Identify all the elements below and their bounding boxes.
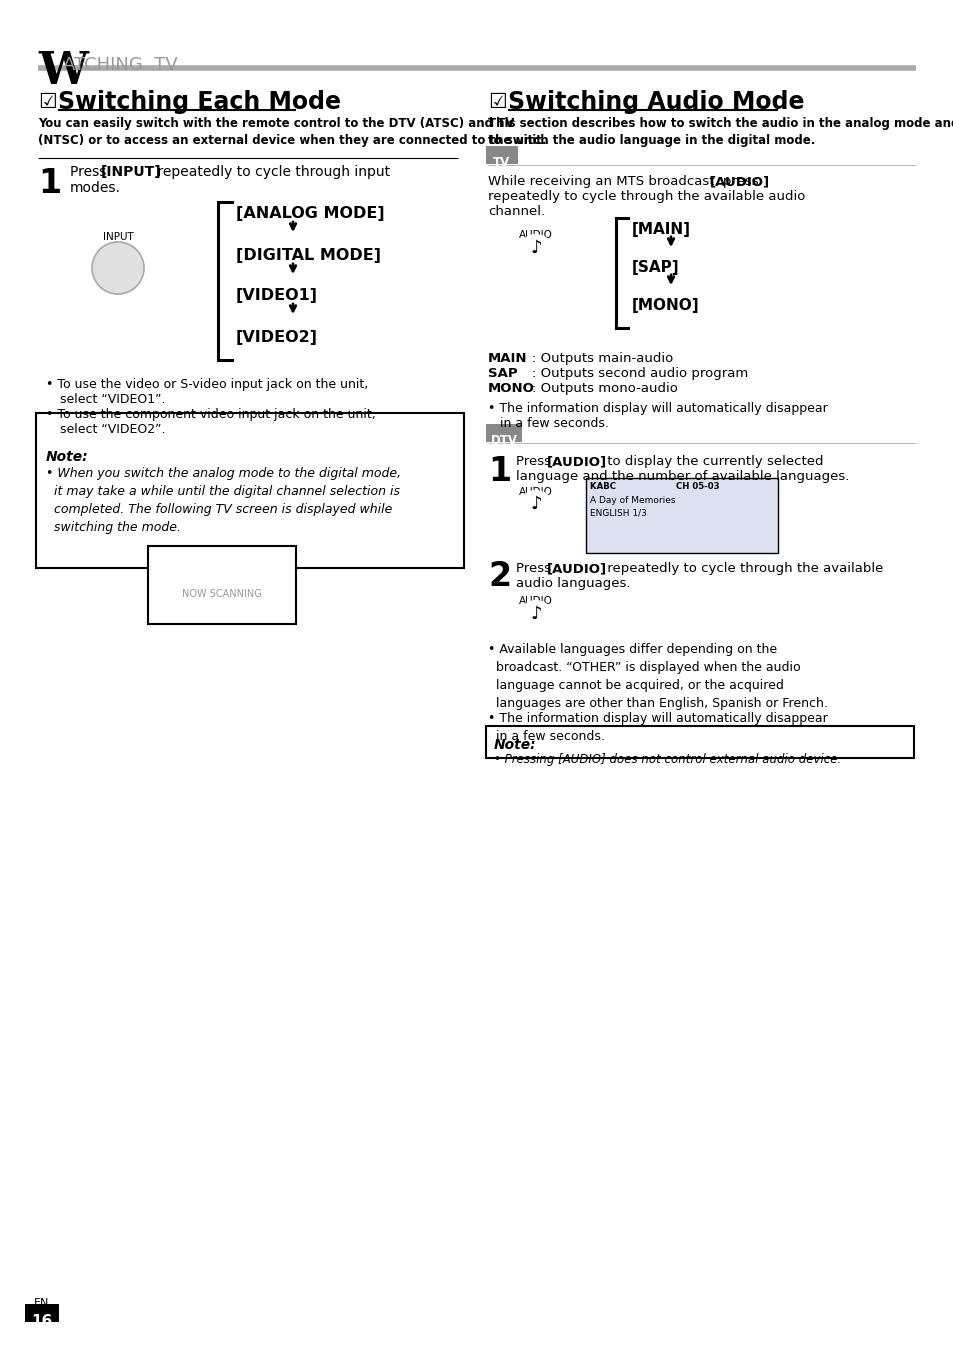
- Text: Switching Each Mode: Switching Each Mode: [58, 90, 340, 115]
- Text: NOW SCANNING: NOW SCANNING: [182, 589, 262, 599]
- Text: A Day of Memories: A Day of Memories: [589, 496, 675, 506]
- Text: • To use the video or S-video input jack on the unit,: • To use the video or S-video input jack…: [46, 377, 368, 391]
- Text: W: W: [38, 50, 88, 93]
- Text: ♪: ♪: [530, 495, 541, 514]
- Text: • The information display will automatically disappear
  in a few seconds.: • The information display will automatic…: [488, 712, 827, 743]
- FancyBboxPatch shape: [585, 479, 778, 553]
- FancyBboxPatch shape: [485, 425, 521, 442]
- Text: Note:: Note:: [46, 450, 89, 464]
- Text: DTV: DTV: [490, 434, 517, 448]
- Text: : Outputs mono-audio: : Outputs mono-audio: [532, 381, 678, 395]
- Text: Press: Press: [516, 456, 555, 468]
- Text: TV: TV: [493, 156, 510, 168]
- Text: channel.: channel.: [488, 205, 544, 218]
- Text: ATCHING  TV: ATCHING TV: [63, 57, 177, 74]
- Text: While receiving an MTS broadcast, press: While receiving an MTS broadcast, press: [488, 175, 762, 187]
- Text: ♪: ♪: [530, 605, 541, 623]
- Text: MONO: MONO: [488, 381, 535, 395]
- Text: • To use the component video input jack on the unit,: • To use the component video input jack …: [46, 408, 375, 421]
- Text: This section describes how to switch the audio in the analog mode and how
to swi: This section describes how to switch the…: [488, 117, 953, 147]
- Text: AUDIO: AUDIO: [518, 231, 553, 240]
- Text: ☑: ☑: [488, 92, 506, 112]
- Text: ENGLISH 1/3: ENGLISH 1/3: [589, 510, 646, 518]
- Text: select “VIDEO1”.: select “VIDEO1”.: [60, 394, 165, 406]
- Text: ☑: ☑: [38, 92, 56, 112]
- Text: Note:: Note:: [494, 737, 536, 752]
- Text: : Outputs main-audio: : Outputs main-audio: [532, 352, 673, 365]
- Text: [VIDEO2]: [VIDEO2]: [235, 330, 317, 345]
- Text: • Available languages differ depending on the
  broadcast. “OTHER” is displayed : • Available languages differ depending o…: [488, 643, 827, 710]
- Text: [DIGITAL MODE]: [DIGITAL MODE]: [235, 248, 380, 263]
- Text: repeatedly to cycle through the available: repeatedly to cycle through the availabl…: [602, 562, 882, 576]
- Text: [MAIN]: [MAIN]: [631, 222, 690, 237]
- Text: AUDIO: AUDIO: [518, 487, 553, 497]
- FancyBboxPatch shape: [485, 727, 913, 758]
- Text: EN: EN: [34, 1298, 50, 1308]
- Text: Switching Audio Mode: Switching Audio Mode: [507, 90, 803, 115]
- Text: 1: 1: [38, 167, 61, 200]
- Text: ♪: ♪: [530, 239, 541, 257]
- Circle shape: [518, 235, 553, 270]
- Text: [INPUT]: [INPUT]: [101, 164, 161, 179]
- FancyBboxPatch shape: [36, 412, 463, 568]
- Text: [AUDIO]: [AUDIO]: [546, 562, 606, 576]
- Text: [MONO]: [MONO]: [631, 298, 699, 313]
- Text: Press: Press: [516, 562, 555, 576]
- Text: • When you switch the analog mode to the digital mode,
  it may take a while unt: • When you switch the analog mode to the…: [46, 466, 400, 534]
- Text: • The information display will automatically disappear: • The information display will automatic…: [488, 402, 827, 415]
- Text: modes.: modes.: [70, 181, 121, 195]
- Text: [ANALOG MODE]: [ANALOG MODE]: [235, 206, 384, 221]
- Text: to display the currently selected: to display the currently selected: [602, 456, 822, 468]
- Circle shape: [518, 601, 553, 635]
- Text: • Pressing [AUDIO] does not control external audio device.: • Pressing [AUDIO] does not control exte…: [494, 754, 841, 766]
- Text: Press: Press: [70, 164, 111, 179]
- Text: INPUT: INPUT: [103, 232, 133, 243]
- Text: SAP: SAP: [488, 367, 517, 380]
- Text: repeatedly to cycle through input: repeatedly to cycle through input: [152, 164, 390, 179]
- Text: AUDIO: AUDIO: [518, 596, 553, 607]
- Text: [VIDEO1]: [VIDEO1]: [235, 288, 317, 303]
- Text: [SAP]: [SAP]: [631, 260, 679, 275]
- Text: repeatedly to cycle through the available audio: repeatedly to cycle through the availabl…: [488, 190, 804, 204]
- Text: 16: 16: [31, 1314, 52, 1329]
- Text: 1: 1: [488, 456, 511, 488]
- Circle shape: [91, 243, 144, 294]
- Text: You can easily switch with the remote control to the DTV (ATSC) and TV
(NTSC) or: You can easily switch with the remote co…: [38, 117, 546, 147]
- FancyBboxPatch shape: [25, 1304, 59, 1322]
- Text: MAIN: MAIN: [488, 352, 527, 365]
- Text: select “VIDEO2”.: select “VIDEO2”.: [60, 423, 165, 435]
- FancyBboxPatch shape: [148, 546, 295, 624]
- Text: audio languages.: audio languages.: [516, 577, 630, 590]
- FancyBboxPatch shape: [485, 146, 517, 164]
- Text: language and the number of available languages.: language and the number of available lan…: [516, 470, 848, 483]
- Text: in a few seconds.: in a few seconds.: [499, 417, 608, 430]
- Text: [AUDIO]: [AUDIO]: [546, 456, 606, 468]
- Text: 2: 2: [488, 559, 511, 593]
- Text: : Outputs second audio program: : Outputs second audio program: [532, 367, 747, 380]
- Text: [AUDIO]: [AUDIO]: [709, 175, 769, 187]
- Text: KABC                    CH 05-03: KABC CH 05-03: [589, 483, 719, 491]
- Circle shape: [518, 491, 553, 524]
